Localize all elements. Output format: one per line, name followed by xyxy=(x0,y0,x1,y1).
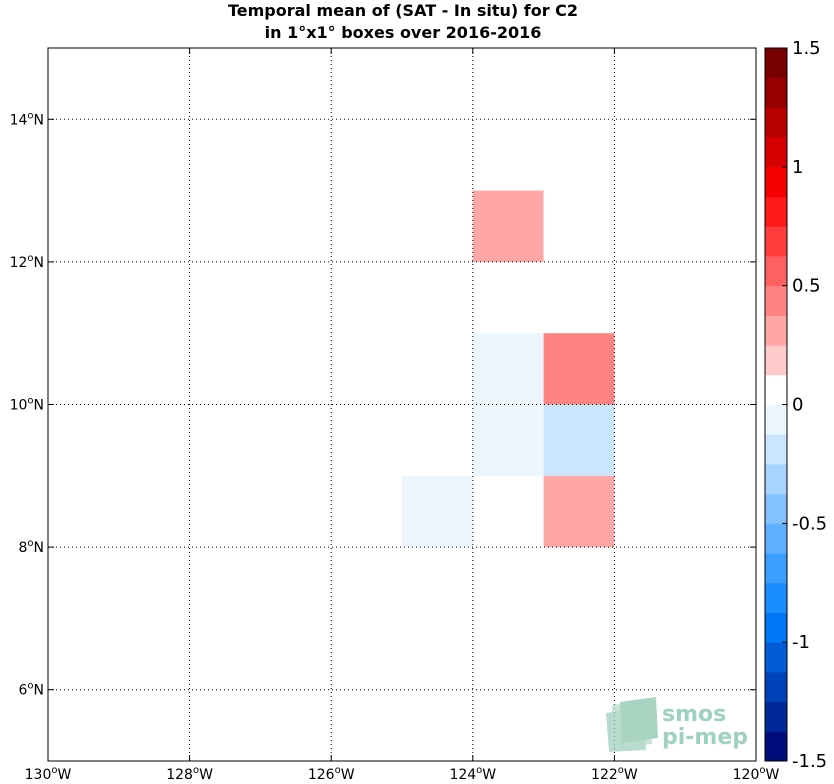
y-tick-label: 10oN xyxy=(10,396,44,414)
chart-title-line-2: in 1°x1° boxes over 2016-2016 xyxy=(265,23,542,42)
colorbar-swatch xyxy=(765,553,787,584)
colorbar-swatch xyxy=(765,582,787,613)
heatmap-cell xyxy=(402,475,473,548)
colorbar-swatch xyxy=(765,612,787,643)
watermark-line-2: pi-mep xyxy=(662,725,748,750)
colorbar-swatch xyxy=(765,493,787,524)
colorbar-tick-label: -1 xyxy=(792,632,810,653)
heatmap-cell xyxy=(472,404,544,476)
colorbar-tick-label: 0 xyxy=(792,395,803,416)
heatmap-cell xyxy=(472,261,544,334)
y-tick-label: 14oN xyxy=(10,110,44,128)
heatmap-cell xyxy=(543,475,615,548)
grid-lines xyxy=(48,48,756,761)
y-tick-label: 6oN xyxy=(18,681,44,699)
colorbar-tick-label: 0.5 xyxy=(792,276,821,297)
colorbar-swatch xyxy=(765,315,787,346)
chart-title-line-1: Temporal mean of (SAT - In situ) for C2 xyxy=(228,1,578,20)
colorbar-tick-label: -0.5 xyxy=(792,513,827,534)
colorbar-swatch xyxy=(765,463,787,495)
y-axis: 6oN 8oN 10oN 12oN 14oN xyxy=(10,110,756,699)
plot-background xyxy=(48,48,756,761)
plot-area xyxy=(47,47,757,762)
colorbar-swatch xyxy=(765,345,787,376)
heatmap-cell xyxy=(472,333,544,405)
colorbar-swatch xyxy=(765,671,787,703)
colorbar-swatch xyxy=(765,48,787,79)
colorbar-ticks: 1.5 1 0.5 0 -0.5 -1 -1.5 xyxy=(782,38,827,772)
heatmap-cell xyxy=(472,190,544,262)
colorbar-swatch xyxy=(765,166,787,198)
watermark-line-1: smos xyxy=(662,702,726,727)
colorbar-swatch xyxy=(765,731,787,762)
colorbar-swatch xyxy=(765,701,787,732)
colorbar-tick-label: 1.5 xyxy=(792,38,821,59)
colorbar-swatch xyxy=(765,374,787,405)
heatmap-cells xyxy=(402,190,615,548)
colorbar-swatches xyxy=(765,48,787,762)
heatmap-cell xyxy=(472,475,544,548)
colorbar-tick-label: 1 xyxy=(792,157,803,178)
colorbar-swatch xyxy=(765,196,787,227)
colorbar-swatch xyxy=(765,523,787,554)
colorbar-swatch xyxy=(765,226,787,257)
colorbar-swatch xyxy=(765,642,787,673)
smos-pi-mep-watermark: smos pi-mep xyxy=(606,697,748,752)
x-tick-label: 122oW xyxy=(591,765,638,783)
heatmap-cell xyxy=(543,333,615,405)
y-tick-label: 12oN xyxy=(10,253,44,271)
colorbar-swatch xyxy=(765,285,787,316)
colorbar-swatch xyxy=(765,137,787,168)
colorbar-swatch xyxy=(765,434,787,465)
heatmap-cell xyxy=(543,404,615,476)
x-tick-label: 120oW xyxy=(733,765,780,783)
x-axis: 130oW 128oW 126oW 124oW 122oW 120oW xyxy=(25,48,780,783)
y-tick-label: 8oN xyxy=(18,538,44,556)
colorbar-swatch xyxy=(765,255,787,287)
x-tick-label: 126oW xyxy=(308,765,355,783)
x-tick-label: 124oW xyxy=(449,765,496,783)
colorbar: 1.5 1 0.5 0 -0.5 -1 -1.5 xyxy=(764,38,827,772)
watermark-logo-icon xyxy=(606,697,658,752)
colorbar-swatch xyxy=(765,77,787,108)
colorbar-tick-label: -1.5 xyxy=(792,751,827,772)
colorbar-swatch xyxy=(765,404,787,435)
colorbar-swatch xyxy=(765,107,787,138)
x-tick-label: 130oW xyxy=(25,765,72,783)
x-tick-label: 128oW xyxy=(166,765,213,783)
